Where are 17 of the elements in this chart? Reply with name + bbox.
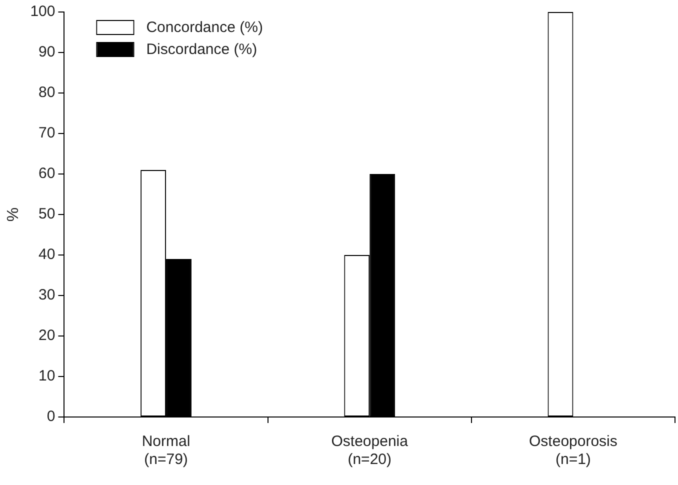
legend-label: Discordance (%) — [146, 41, 258, 58]
x-tick-label: Osteopenia (n=20) — [331, 433, 409, 468]
y-tick-label: 30 — [38, 286, 56, 304]
x-tick-label: Normal (n=79) — [142, 433, 190, 468]
y-tick-label: 80 — [38, 84, 56, 102]
y-tick-label: 20 — [38, 327, 56, 344]
y-tick-label: 60 — [38, 165, 56, 182]
y-axis-title: % — [5, 207, 22, 222]
y-tick-label: 70 — [38, 124, 56, 142]
y-tick-label: 90 — [38, 44, 56, 61]
y-tick-label: 100 — [30, 3, 56, 20]
x-tick-label: Osteoporosis (n=1) — [529, 433, 618, 468]
y-tick-label: 0 — [46, 408, 56, 426]
y-tick-label: 50 — [38, 206, 56, 223]
y-tick-label: 40 — [38, 246, 56, 264]
legend-label: Concordance (%) — [146, 19, 263, 36]
y-tick-label: 10 — [38, 368, 56, 385]
